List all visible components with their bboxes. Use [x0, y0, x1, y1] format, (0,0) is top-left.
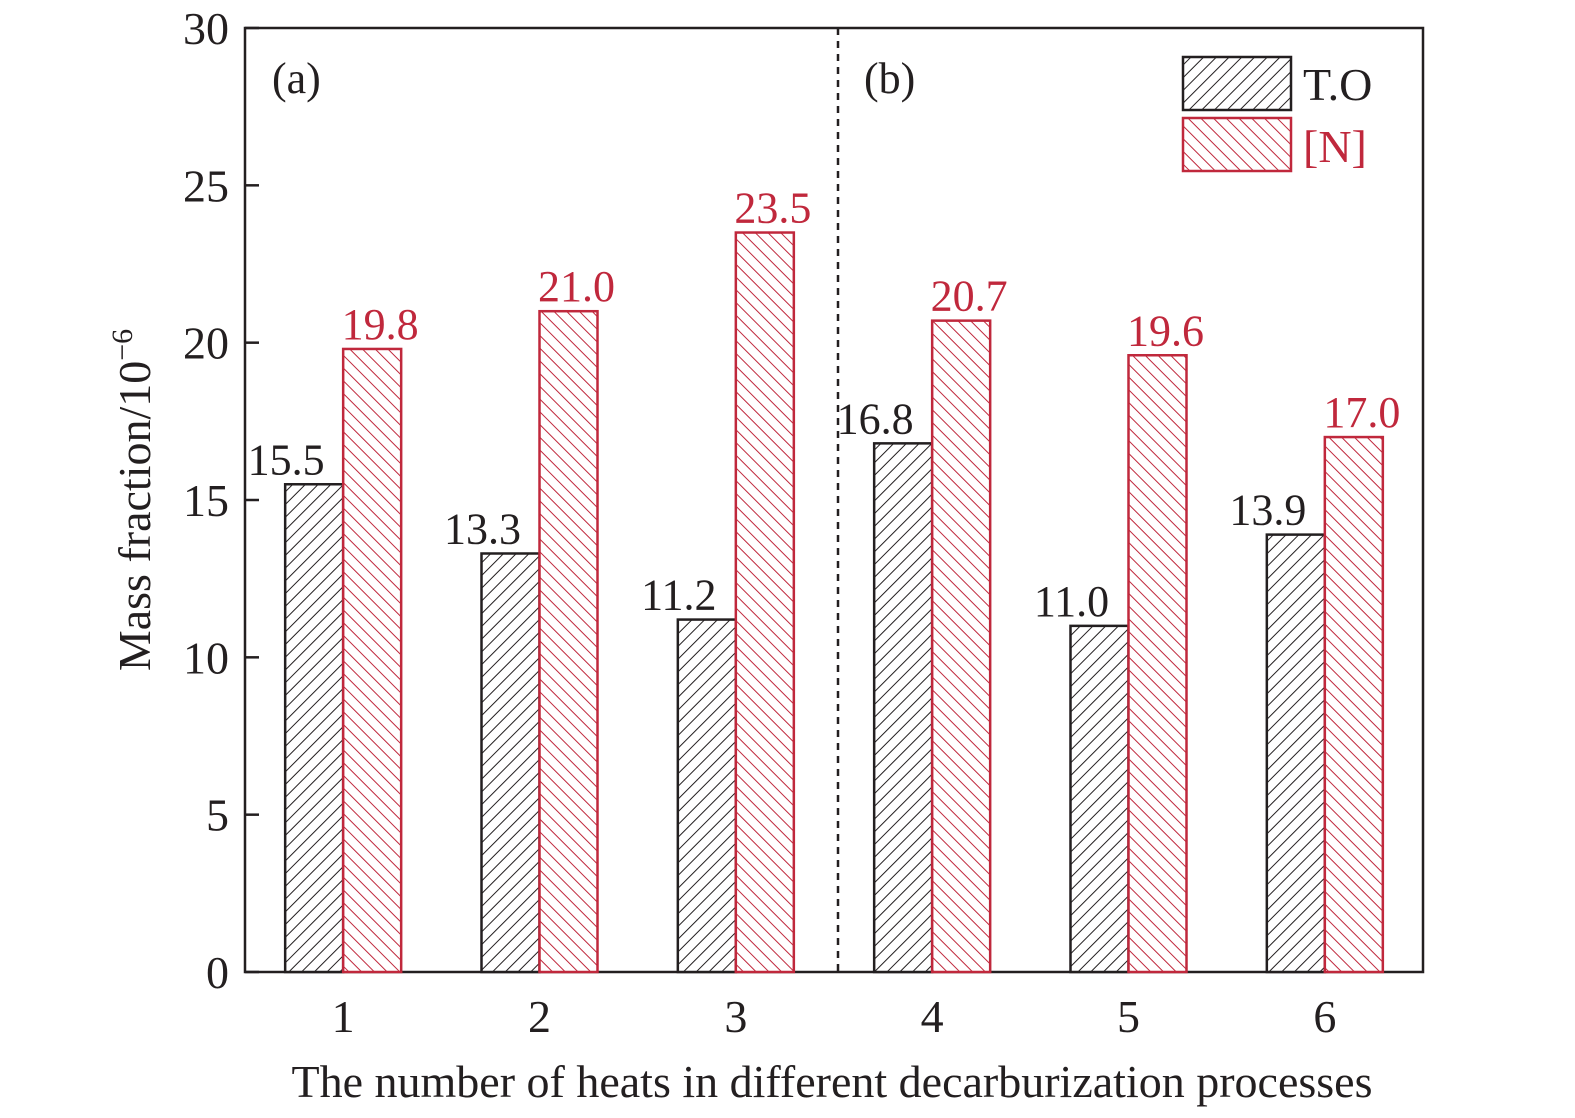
bar-label-to: 11.2	[641, 571, 716, 620]
bar-n	[1127, 354, 1188, 974]
x-tick-label: 3	[724, 991, 747, 1042]
bar-label-n: 20.7	[931, 272, 1008, 321]
bar-label-n: 19.8	[342, 300, 419, 349]
y-tick-label: 30	[183, 3, 229, 54]
x-tick-label: 5	[1117, 991, 1140, 1042]
legend-swatch-to	[1181, 55, 1293, 112]
y-tick-label: 10	[183, 632, 229, 683]
y-tick-label: 5	[206, 790, 229, 841]
bars	[283, 231, 1385, 974]
bar-to	[1265, 533, 1327, 974]
y-axis-title: Mass fraction/10−6	[106, 329, 160, 671]
bar-label-n: 23.5	[734, 184, 811, 233]
bar-n	[538, 309, 599, 974]
x-axis-title: The number of heats in different decarbu…	[292, 1056, 1373, 1107]
x-tick-label: 4	[921, 991, 944, 1042]
legend-swatch-n	[1181, 116, 1293, 173]
bar-label-to: 16.8	[837, 394, 914, 443]
bar-n	[930, 319, 992, 974]
legend: T.O [N]	[1181, 55, 1372, 173]
y-axis-title-superscript: −6	[106, 329, 139, 361]
y-tick-label: 25	[183, 160, 229, 211]
legend-label-to: T.O	[1303, 59, 1372, 110]
x-tick-label: 6	[1313, 991, 1336, 1042]
panel-label-b: (b)	[864, 54, 915, 103]
bar-label-n: 17.0	[1323, 388, 1400, 437]
y-axis-title-main: Mass fraction/10	[109, 361, 160, 671]
bar-to	[676, 618, 738, 974]
bar-n	[341, 347, 403, 974]
bar-n	[1323, 435, 1385, 974]
bar-to	[1069, 624, 1130, 974]
bar-n	[734, 231, 796, 974]
bar-label-to: 11.0	[1034, 577, 1109, 626]
x-tick-label: 1	[332, 991, 355, 1042]
bar-to	[872, 442, 934, 974]
y-tick-label: 0	[206, 947, 229, 998]
y-tick-label: 20	[183, 318, 229, 369]
bar-to	[480, 552, 541, 974]
bar-label-n: 21.0	[538, 262, 615, 311]
bar-to	[283, 483, 345, 974]
bar-value-labels: 15.5 19.8 13.3 21.0 11.2 23.5 16.8 20.7 11.0 19.6…	[248, 184, 1401, 626]
bar-label-to: 13.9	[1229, 486, 1306, 535]
x-tick-label: 2	[528, 991, 551, 1042]
bar-label-to: 13.3	[444, 504, 521, 553]
bar-label-n: 19.6	[1127, 306, 1204, 355]
panel-label-a: (a)	[272, 54, 321, 103]
legend-label-n: [N]	[1303, 121, 1367, 172]
y-tick-label: 15	[183, 475, 229, 526]
bar-label-to: 15.5	[248, 435, 325, 484]
y-axis-ticks: 0 5 10 15 20 25 30	[183, 3, 259, 998]
